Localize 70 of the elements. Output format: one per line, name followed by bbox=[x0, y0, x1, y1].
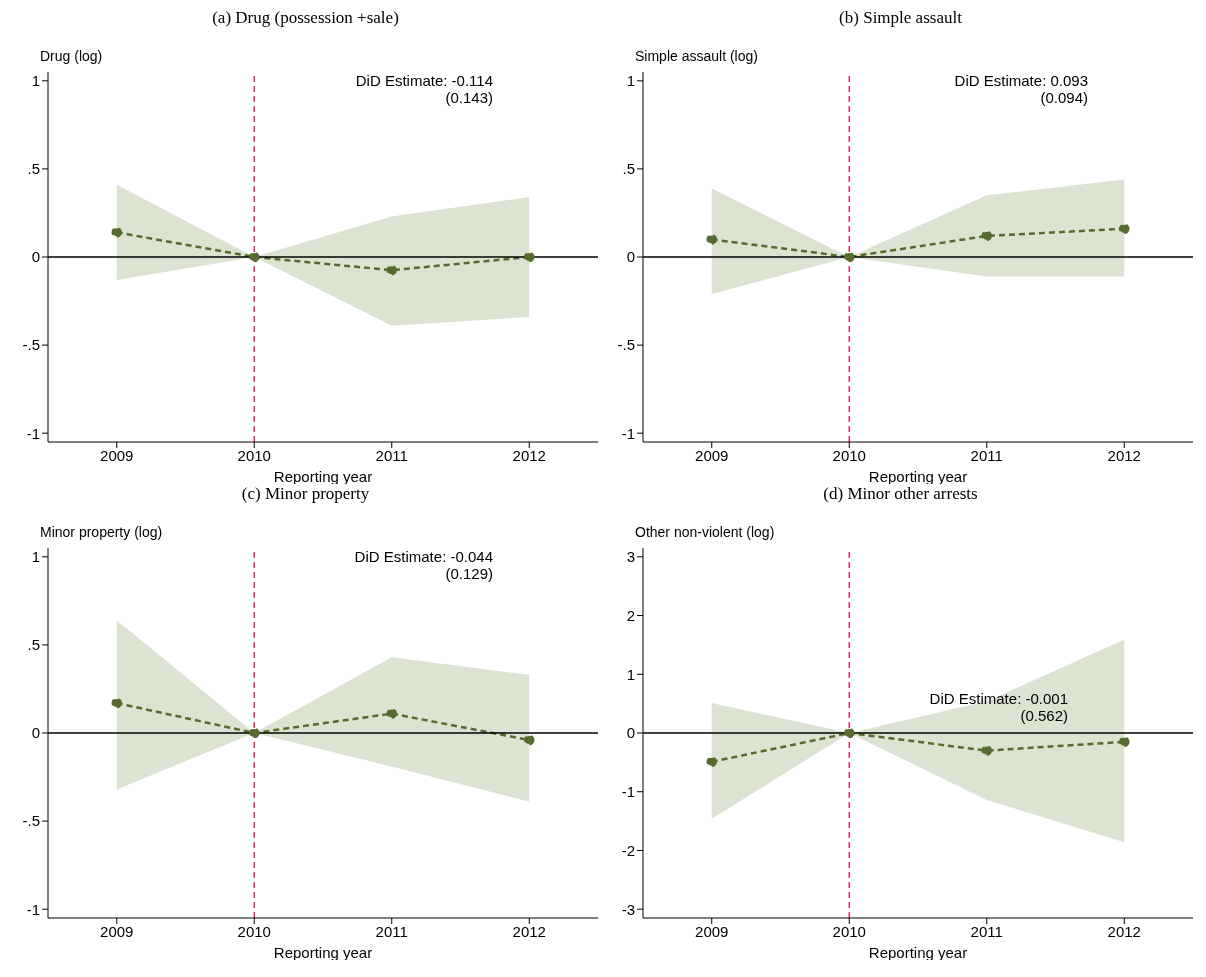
chart-title: (c) Minor property bbox=[240, 484, 371, 505]
y-tick-label: -.5 bbox=[22, 336, 40, 354]
x-tick-label: 2009 bbox=[695, 922, 729, 940]
y-axis-title: Simple assault (log) bbox=[634, 48, 759, 64]
x-tick-label: 2012 bbox=[1107, 446, 1141, 464]
y-tick-label: 0 bbox=[626, 724, 635, 742]
point bbox=[1119, 223, 1130, 235]
y-tick-label: .5 bbox=[622, 160, 635, 178]
point bbox=[706, 234, 717, 245]
y-tick-label: -.5 bbox=[22, 812, 40, 830]
annotation: (0.094) bbox=[1039, 89, 1088, 106]
x-tick-label: 2011 bbox=[970, 446, 1003, 464]
y-tick-label: -1 bbox=[26, 900, 40, 918]
point bbox=[386, 708, 397, 719]
y-axis-title: Drug (log) bbox=[39, 48, 104, 64]
y-tick-label: .5 bbox=[27, 636, 40, 654]
point bbox=[981, 230, 992, 242]
y-tick-label: -1 bbox=[621, 783, 635, 801]
annotation: DiD Estimate: 0.093 bbox=[954, 72, 1088, 89]
point bbox=[111, 227, 122, 238]
annotation: DiD Estimate: -0.044 bbox=[354, 548, 493, 565]
point bbox=[1119, 736, 1130, 748]
annotation: DiD Estimate: -0.001 bbox=[929, 690, 1068, 707]
annotation: (0.143) bbox=[444, 89, 493, 106]
point bbox=[386, 264, 397, 276]
y-tick-label: 1 bbox=[626, 665, 635, 683]
annotation: DiD Estimate: -0.114 bbox=[355, 72, 493, 89]
y-tick-label: -1 bbox=[26, 424, 40, 442]
chart-title: (d) Minor other arrests bbox=[822, 484, 979, 505]
x-tick-label: 2010 bbox=[832, 446, 866, 464]
point bbox=[524, 734, 535, 746]
x-tick-label: 2009 bbox=[100, 922, 134, 940]
y-axis-title: Minor property (log) bbox=[39, 524, 164, 540]
x-tick-label: 2012 bbox=[1107, 922, 1141, 940]
y-tick-label: 1 bbox=[31, 72, 40, 90]
y-tick-label: 2 bbox=[626, 606, 635, 624]
x-tick-label: 2010 bbox=[832, 922, 866, 940]
y-tick-label: .5 bbox=[27, 160, 40, 178]
x-tick-label: 2010 bbox=[237, 446, 271, 464]
y-tick-label: -.5 bbox=[617, 336, 635, 354]
y-tick-label: -3 bbox=[621, 900, 635, 918]
y-tick-label: -1 bbox=[621, 424, 635, 442]
y-tick-label: 1 bbox=[626, 72, 635, 90]
y-tick-label: 0 bbox=[626, 248, 635, 266]
annotation: (0.562) bbox=[1019, 707, 1068, 724]
point bbox=[844, 251, 855, 263]
point bbox=[249, 251, 260, 263]
y-axis-title: Other non-violent (log) bbox=[634, 524, 776, 540]
x-tick-label: 2012 bbox=[512, 446, 546, 464]
x-tick-label: 2009 bbox=[100, 446, 134, 464]
point bbox=[524, 251, 535, 263]
x-tick-label: 2011 bbox=[375, 922, 408, 940]
chart-title: (a) Drug (possession +sale) bbox=[211, 8, 400, 29]
annotation: (0.129) bbox=[444, 565, 493, 582]
y-tick-label: -2 bbox=[621, 841, 635, 859]
point bbox=[249, 727, 260, 739]
y-tick-label: 0 bbox=[31, 724, 40, 742]
y-tick-label: 3 bbox=[626, 548, 635, 566]
x-tick-label: 2011 bbox=[970, 922, 1003, 940]
point bbox=[706, 756, 717, 768]
x-tick-label: 2012 bbox=[512, 922, 546, 940]
point bbox=[111, 697, 122, 709]
point bbox=[981, 745, 992, 756]
y-tick-label: 0 bbox=[31, 248, 40, 266]
chart-title: (b) Simple assault bbox=[838, 8, 963, 29]
y-tick-label: 1 bbox=[31, 548, 40, 566]
x-tick-label: 2009 bbox=[695, 446, 729, 464]
x-tick-label: 2010 bbox=[237, 922, 271, 940]
point bbox=[844, 727, 855, 739]
x-tick-label: 2011 bbox=[375, 446, 408, 464]
